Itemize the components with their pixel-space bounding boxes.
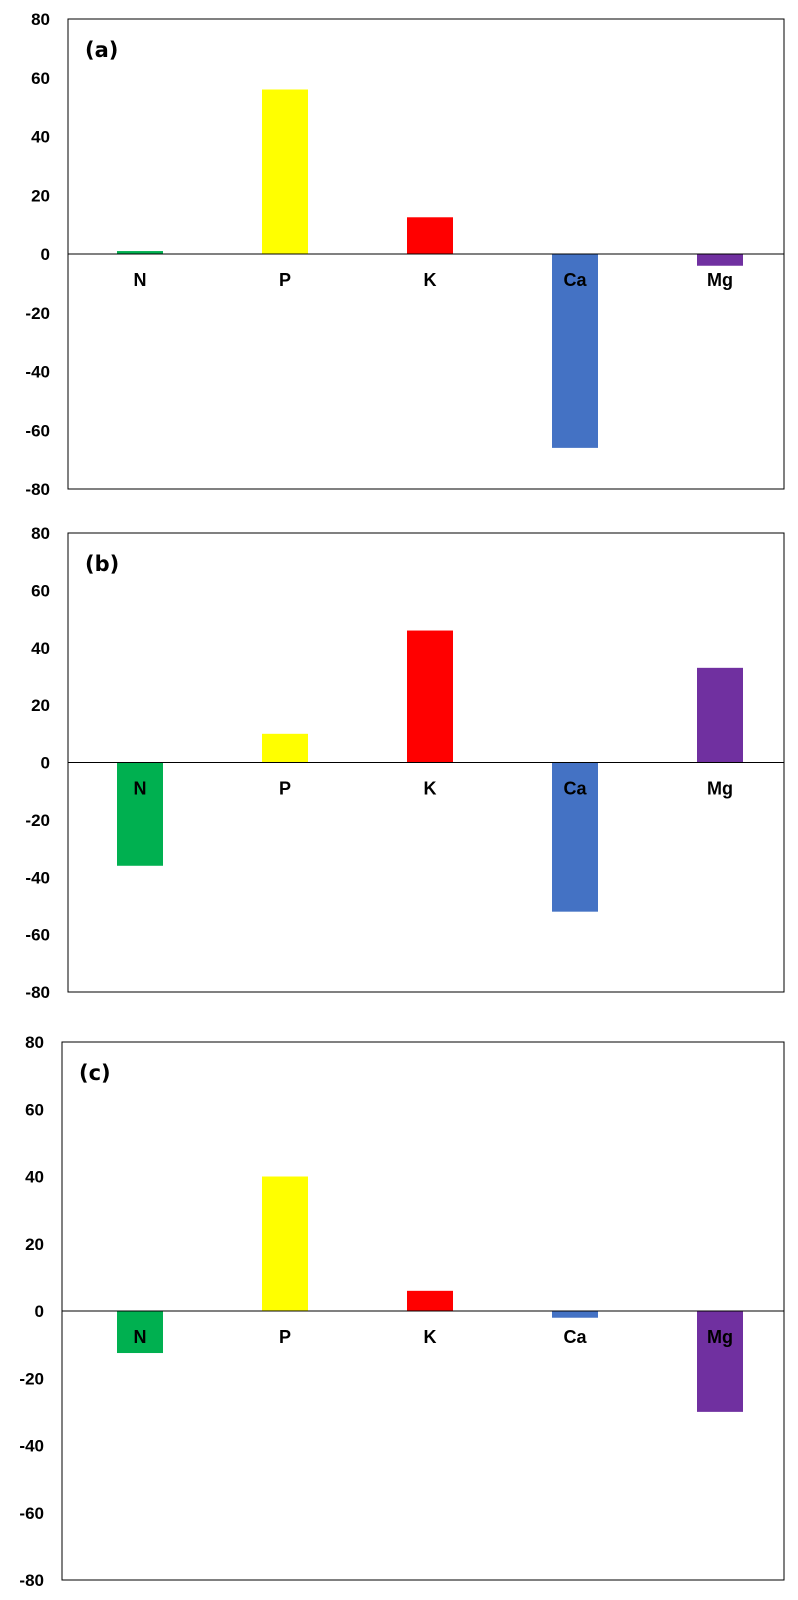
- y-tick-label: 20: [31, 186, 50, 205]
- panel-label: (a): [85, 38, 118, 62]
- y-tick-label: 80: [31, 10, 50, 29]
- bar-n: [117, 762, 163, 866]
- y-tick-label: 0: [35, 1302, 44, 1321]
- y-tick-label: 40: [31, 639, 50, 658]
- bar-ca: [552, 762, 598, 912]
- bar-n: [117, 1311, 163, 1354]
- bar-p: [262, 733, 308, 763]
- y-tick-label: -40: [25, 868, 50, 887]
- y-tick-label: 0: [41, 245, 50, 264]
- y-tick-label: -80: [25, 480, 50, 499]
- y-tick-label: 40: [25, 1168, 44, 1187]
- y-tick-label: -20: [19, 1369, 44, 1388]
- panel-label: (b): [85, 552, 119, 576]
- y-tick-label: 40: [31, 128, 50, 147]
- bar-ca: [552, 254, 598, 448]
- bar-k: [407, 630, 453, 763]
- y-tick-label: -80: [19, 1571, 44, 1590]
- category-label-n: N: [134, 1327, 147, 1347]
- y-tick-label: -80: [25, 983, 50, 1002]
- category-label-n: N: [134, 779, 147, 799]
- y-tick-label: -60: [25, 421, 50, 440]
- category-label-p: P: [279, 270, 291, 290]
- bar-mg: [697, 254, 743, 266]
- category-label-k: K: [424, 270, 437, 290]
- y-tick-label: -20: [25, 811, 50, 830]
- y-tick-label: -40: [19, 1437, 44, 1456]
- bar-k: [407, 217, 453, 254]
- category-label-ca: Ca: [563, 270, 587, 290]
- category-label-mg: Mg: [707, 270, 733, 290]
- y-tick-label: 60: [25, 1100, 44, 1119]
- category-label-mg: Mg: [707, 779, 733, 799]
- panel-label: (c): [79, 1061, 111, 1085]
- bar-k: [407, 1290, 453, 1311]
- y-tick-label: 20: [25, 1235, 44, 1254]
- category-label-k: K: [424, 779, 437, 799]
- category-label-k: K: [424, 1327, 437, 1347]
- category-label-p: P: [279, 1327, 291, 1347]
- category-label-p: P: [279, 779, 291, 799]
- bar-n: [117, 251, 163, 254]
- category-label-n: N: [134, 270, 147, 290]
- chart-panel-b: 80 60 40 20 0 -20 -40 -60 -80 N P K Ca Mg (b): [25, 524, 785, 1002]
- bar-p: [262, 1176, 308, 1311]
- y-tick-label: 20: [31, 696, 50, 715]
- y-tick-label: -60: [19, 1504, 44, 1523]
- bar-mg: [697, 667, 743, 763]
- chart-panel-c: 80 60 40 20 0 -20 -40 -60 -80 N P K Ca Mg (c): [19, 1033, 785, 1590]
- category-label-ca: Ca: [563, 1327, 587, 1347]
- y-tick-label: 80: [25, 1033, 44, 1052]
- bar-mg: [697, 1311, 743, 1412]
- y-tick-label: -60: [25, 926, 50, 945]
- y-tick-label: -40: [25, 363, 50, 382]
- y-tick-label: 60: [31, 69, 50, 88]
- y-tick-label: -20: [25, 304, 50, 323]
- bar-p: [262, 89, 308, 254]
- y-tick-label: 80: [31, 524, 50, 543]
- y-tick-label: 0: [41, 754, 50, 773]
- category-label-mg: Mg: [707, 1327, 733, 1347]
- y-tick-label: 60: [31, 581, 50, 600]
- category-label-ca: Ca: [563, 779, 587, 799]
- bar-ca: [552, 1311, 598, 1318]
- chart-panel-a: 80 60 40 20 0 -20 -40 -60 -80 N P K Ca Mg (a): [25, 10, 785, 499]
